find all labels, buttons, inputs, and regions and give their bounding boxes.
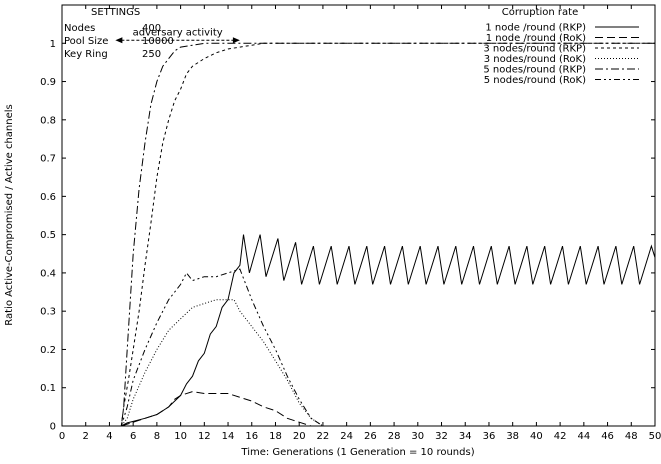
arrow-head-left-icon [115, 37, 123, 44]
legend-label: 5 nodes/round (RoK) [484, 75, 586, 86]
x-tick-label: 30 [411, 431, 424, 442]
settings-box: SETTINGS Nodes 400 Pool Size 10000 Key R… [64, 7, 174, 60]
y-tick-label: 0.3 [40, 307, 56, 318]
x-tick-label: 32 [435, 431, 448, 442]
x-tick-label: 4 [106, 431, 112, 442]
legend: Corruption rate 1 node /round (RKP)1 nod… [483, 7, 639, 86]
x-tick-label: 0 [59, 431, 65, 442]
y-tick-label: 0.2 [40, 345, 56, 356]
y-tick-label: 0.6 [40, 192, 56, 203]
legend-title: Corruption rate [502, 7, 578, 18]
x-tick-label: 40 [530, 431, 543, 442]
y-tick-label: 0.5 [40, 230, 56, 241]
x-tick-label: 36 [483, 431, 496, 442]
x-tick-label: 16 [245, 431, 258, 442]
legend-label: 1 node /round (RoK) [486, 33, 586, 44]
series-line-2 [62, 391, 655, 427]
x-tick-label: 46 [601, 431, 614, 442]
settings-value-key-ring: 250 [142, 49, 161, 60]
x-tick-label: 8 [154, 431, 160, 442]
legend-label: 3 nodes/round (RoK) [484, 54, 586, 65]
series-line-5 [62, 42, 655, 427]
y-tick-label: 0 [50, 422, 56, 433]
x-tick-label: 2 [83, 431, 89, 442]
settings-value-pool-size: 10000 [142, 36, 174, 47]
adversary-activity-label: adversary activity [133, 27, 223, 38]
adversary-activity-annotation: adversary activity [115, 27, 240, 44]
x-tick-label: 50 [649, 431, 661, 442]
x-tick-label: 14 [222, 431, 235, 442]
x-tick-label: 24 [340, 431, 353, 442]
x-tick-label: 44 [577, 431, 590, 442]
settings-label-nodes: Nodes [64, 23, 95, 34]
series-line-1 [62, 234, 656, 427]
series-line-4 [62, 299, 655, 427]
series-layer [62, 42, 656, 427]
ticks-layer: 0 2 4 6 8 10 12 14 16 18 20 22 24 26 28 30 32 34 36 38 40 42 4… [40, 5, 661, 442]
settings-value-nodes: 400 [142, 23, 161, 34]
x-tick-label: 42 [554, 431, 567, 442]
x-tick-label: 38 [506, 431, 519, 442]
x-axis-label: Time: Generations (1 Generation = 10 rou… [240, 447, 474, 458]
y-tick-label: 0.8 [40, 115, 56, 126]
x-tick-label: 48 [625, 431, 638, 442]
x-tick-label: 12 [198, 431, 211, 442]
x-tick-label: 20 [293, 431, 306, 442]
x-tick-label: 18 [269, 431, 282, 442]
x-tick-label: 26 [364, 431, 377, 442]
x-tick-label: 28 [388, 431, 401, 442]
x-tick-label: 6 [130, 431, 136, 442]
y-tick-label: 0.7 [40, 154, 56, 165]
y-axis-label: Ratio Active-Compromised / Active channe… [4, 104, 15, 325]
y-tick-label: 1 [50, 39, 56, 50]
arrow-head-right-icon [232, 37, 240, 44]
settings-label-key-ring: Key Ring [64, 49, 108, 60]
series-line-3 [62, 42, 655, 427]
legend-label: 5 nodes/round (RKP) [483, 65, 586, 76]
settings-title: SETTINGS [91, 7, 140, 18]
legend-label: 3 nodes/round (RKP) [483, 44, 586, 55]
legend-entries: 1 node /round (RKP)1 node /round (RoK)3 … [483, 23, 639, 86]
series-line-6 [62, 268, 655, 427]
legend-label: 1 node /round (RKP) [485, 23, 586, 34]
y-tick-label: 0.4 [40, 268, 56, 279]
x-tick-label: 10 [174, 431, 187, 442]
x-tick-label: 34 [459, 431, 472, 442]
y-tick-label: 0.9 [40, 77, 56, 88]
y-tick-label: 0.1 [40, 383, 56, 394]
settings-label-pool-size: Pool Size [64, 36, 108, 47]
x-tick-label: 22 [317, 431, 330, 442]
